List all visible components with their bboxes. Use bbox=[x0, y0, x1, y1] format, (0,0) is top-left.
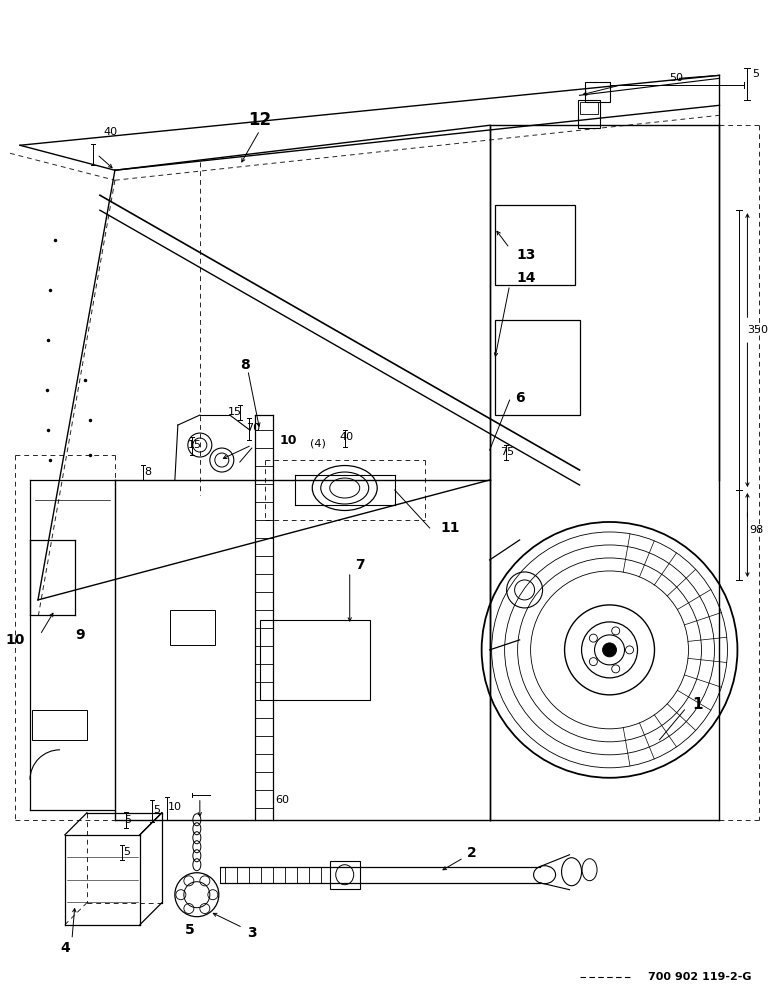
Text: 6: 6 bbox=[515, 391, 524, 405]
Text: 15: 15 bbox=[188, 440, 201, 450]
Bar bbox=[584, 82, 610, 102]
Text: 8: 8 bbox=[144, 467, 151, 477]
Text: 350: 350 bbox=[747, 325, 768, 335]
Ellipse shape bbox=[330, 478, 360, 498]
Text: 11: 11 bbox=[441, 521, 460, 535]
Text: 3: 3 bbox=[247, 926, 256, 940]
Text: 2: 2 bbox=[467, 846, 476, 860]
Text: 10: 10 bbox=[5, 633, 25, 647]
Text: (4): (4) bbox=[310, 438, 326, 448]
Bar bbox=[170, 610, 215, 645]
Text: 10: 10 bbox=[168, 802, 182, 812]
Text: 15: 15 bbox=[228, 407, 242, 417]
Bar bbox=[330, 861, 360, 889]
Text: 13: 13 bbox=[517, 248, 537, 262]
Text: 5: 5 bbox=[752, 69, 759, 79]
Text: 8: 8 bbox=[240, 358, 249, 372]
Bar bbox=[260, 620, 370, 700]
Text: 4: 4 bbox=[60, 941, 69, 955]
Text: 12: 12 bbox=[249, 111, 272, 129]
Text: 60: 60 bbox=[275, 795, 289, 805]
Circle shape bbox=[602, 643, 617, 657]
Text: 40: 40 bbox=[104, 127, 118, 137]
Text: 50: 50 bbox=[669, 73, 683, 83]
Text: 5: 5 bbox=[124, 847, 130, 857]
Text: 700 902 119-2-G: 700 902 119-2-G bbox=[648, 972, 751, 982]
Text: 1: 1 bbox=[692, 697, 703, 712]
Text: 10: 10 bbox=[279, 434, 297, 447]
Text: 70: 70 bbox=[245, 423, 260, 433]
Text: 98: 98 bbox=[750, 525, 764, 535]
Bar bbox=[580, 102, 598, 114]
Bar bbox=[495, 320, 580, 415]
Text: 9: 9 bbox=[75, 628, 85, 642]
Text: 40: 40 bbox=[340, 432, 354, 442]
Text: 14: 14 bbox=[516, 271, 537, 285]
Bar bbox=[32, 710, 87, 740]
Text: 5: 5 bbox=[185, 923, 195, 937]
Text: 7: 7 bbox=[355, 558, 364, 572]
Text: 5: 5 bbox=[154, 805, 161, 815]
Text: 75: 75 bbox=[500, 447, 515, 457]
Bar bbox=[577, 100, 600, 128]
Bar bbox=[495, 205, 574, 285]
Text: 5: 5 bbox=[124, 815, 131, 825]
